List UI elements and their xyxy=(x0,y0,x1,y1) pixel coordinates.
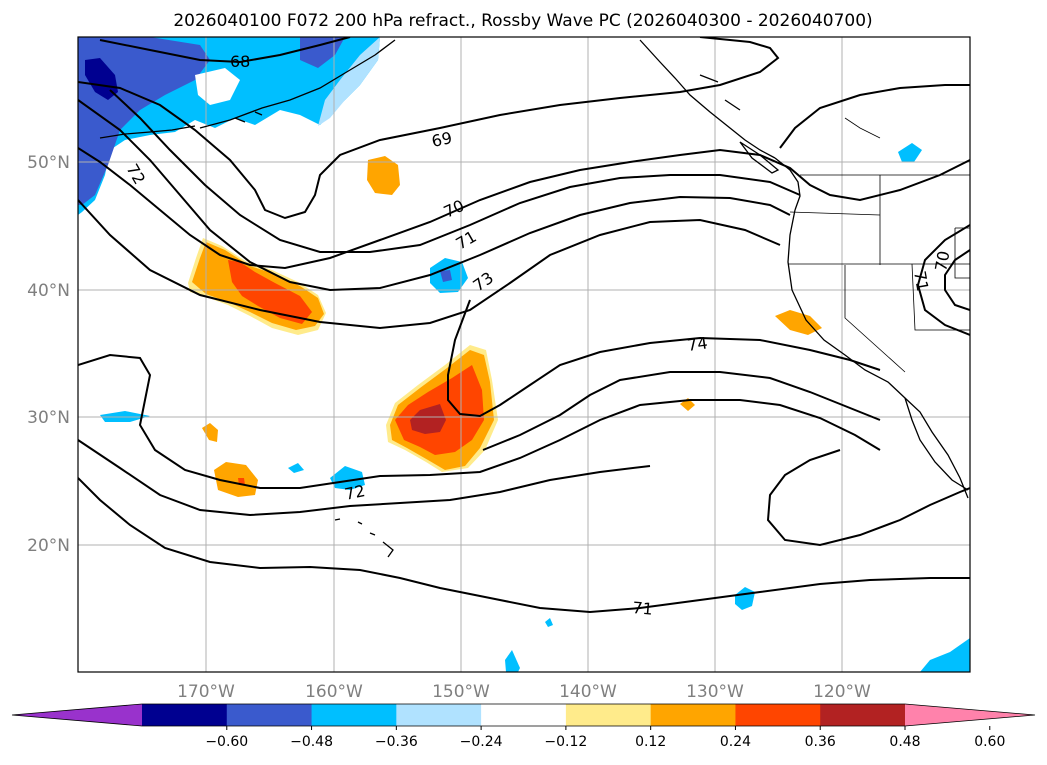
contour-label: 70 xyxy=(931,249,953,272)
alaska-panhandle xyxy=(639,39,776,159)
positive-region-50n xyxy=(367,156,400,195)
contour-71 xyxy=(109,89,801,253)
negative-region-10n-b xyxy=(545,618,553,627)
lon-label: 130°W xyxy=(686,682,744,702)
colorbar-extend-low xyxy=(12,704,142,726)
negative-region-southeast xyxy=(920,638,970,672)
lon-label: 170°W xyxy=(177,682,235,702)
negative-region-10n-a xyxy=(505,650,520,672)
lon-label: 160°W xyxy=(305,682,363,702)
contour-70 xyxy=(78,147,970,270)
colorbar-tick-label: 0.48 xyxy=(889,734,920,750)
colorbar-segment xyxy=(142,704,228,726)
contour-71-south xyxy=(78,477,970,614)
vancouver-island xyxy=(739,141,780,174)
colorbar-tick-label: 0.60 xyxy=(974,734,1005,750)
colorbar-extend-high xyxy=(905,704,1035,726)
positive-anomaly-regions xyxy=(188,156,822,497)
lat-label: 40°N xyxy=(27,281,70,301)
colorbar-segment xyxy=(396,704,482,726)
colorbar-tick-label: −0.36 xyxy=(375,734,418,750)
negative-region-east-50n xyxy=(898,143,922,162)
contour-label: 68 xyxy=(230,52,250,71)
negative-region-small-1 xyxy=(288,463,304,473)
colorbar-segment xyxy=(650,704,736,726)
colorbar-outline xyxy=(11,703,1036,727)
hawaii-islands xyxy=(334,518,394,558)
negative-region-midpacific-40n-core xyxy=(440,270,452,282)
contour-72b xyxy=(78,353,881,489)
contour-68 xyxy=(99,37,351,64)
colorbar-tick-label: −0.48 xyxy=(290,734,333,750)
colorbar-segment xyxy=(820,704,906,726)
lat-label: 50°N xyxy=(27,153,70,173)
lon-label: 150°W xyxy=(432,682,490,702)
refractivity-contours xyxy=(78,37,970,614)
colorbar-tick-label: −0.24 xyxy=(460,734,503,750)
coastlines xyxy=(99,39,969,558)
contour-east-71 xyxy=(944,249,970,311)
baja-california xyxy=(904,397,969,491)
us-west-coast xyxy=(787,209,969,499)
contour-closed-east xyxy=(766,449,970,547)
contour-east-70 xyxy=(916,224,970,336)
colorbar-segment xyxy=(226,704,313,726)
longitude-labels: 170°W 160°W 150°W 140°W 130°W 120°W xyxy=(177,682,871,702)
map-frame xyxy=(77,36,971,673)
positive-region-37n-coast xyxy=(775,310,822,335)
contour-label: 72 xyxy=(343,481,367,504)
aleutian-islands xyxy=(99,111,263,139)
lat-label: 20°N xyxy=(27,536,70,556)
graticule xyxy=(78,37,970,672)
lat-label: 30°N xyxy=(27,408,70,428)
contour-69-a xyxy=(78,37,780,220)
colorbar-segment xyxy=(311,704,397,726)
figure-title: 2026040100 F072 200 hPa refract., Rossby… xyxy=(173,11,872,31)
political-borders xyxy=(788,117,970,373)
contour-69-b xyxy=(779,84,970,149)
positive-region-26n xyxy=(214,462,258,497)
contour-label: 71 xyxy=(632,598,654,619)
contour-74 xyxy=(447,299,881,418)
colorbar: −0.60 −0.48 −0.36 −0.24 −0.12 0.12 0.24 0.36 0.4… xyxy=(11,703,1036,750)
colorbar-segment xyxy=(565,704,652,726)
lon-label: 140°W xyxy=(559,682,617,702)
contour-label: 71 xyxy=(910,269,932,292)
positive-region-31n-max xyxy=(410,404,446,434)
colorbar-tick-label: 0.12 xyxy=(635,734,666,750)
contour-label: 74 xyxy=(686,333,709,355)
contour-label: 69 xyxy=(430,128,454,151)
contour-72 xyxy=(78,99,791,292)
colorbar-tick-label: −0.60 xyxy=(205,734,248,750)
map-area: 68 69 70 71 72 73 74 72 71 71 70 xyxy=(77,36,971,673)
latitude-labels: 50°N 40°N 30°N 20°N xyxy=(27,153,70,556)
negative-region-northwest-dark xyxy=(85,58,118,100)
colorbar-segment xyxy=(481,704,567,726)
contour-73 xyxy=(78,199,781,330)
contour-72c xyxy=(78,439,651,517)
colorbar-tick-label: 0.24 xyxy=(720,734,751,750)
positive-region-42n-core xyxy=(228,260,312,324)
colorbar-tick-label: 0.36 xyxy=(805,734,836,750)
colorbar-tick-label: −0.12 xyxy=(544,734,587,750)
lon-label: 120°W xyxy=(813,682,871,702)
negative-region-25n xyxy=(330,466,365,490)
colorbar-segment xyxy=(735,704,821,726)
contour-73b xyxy=(482,371,881,451)
